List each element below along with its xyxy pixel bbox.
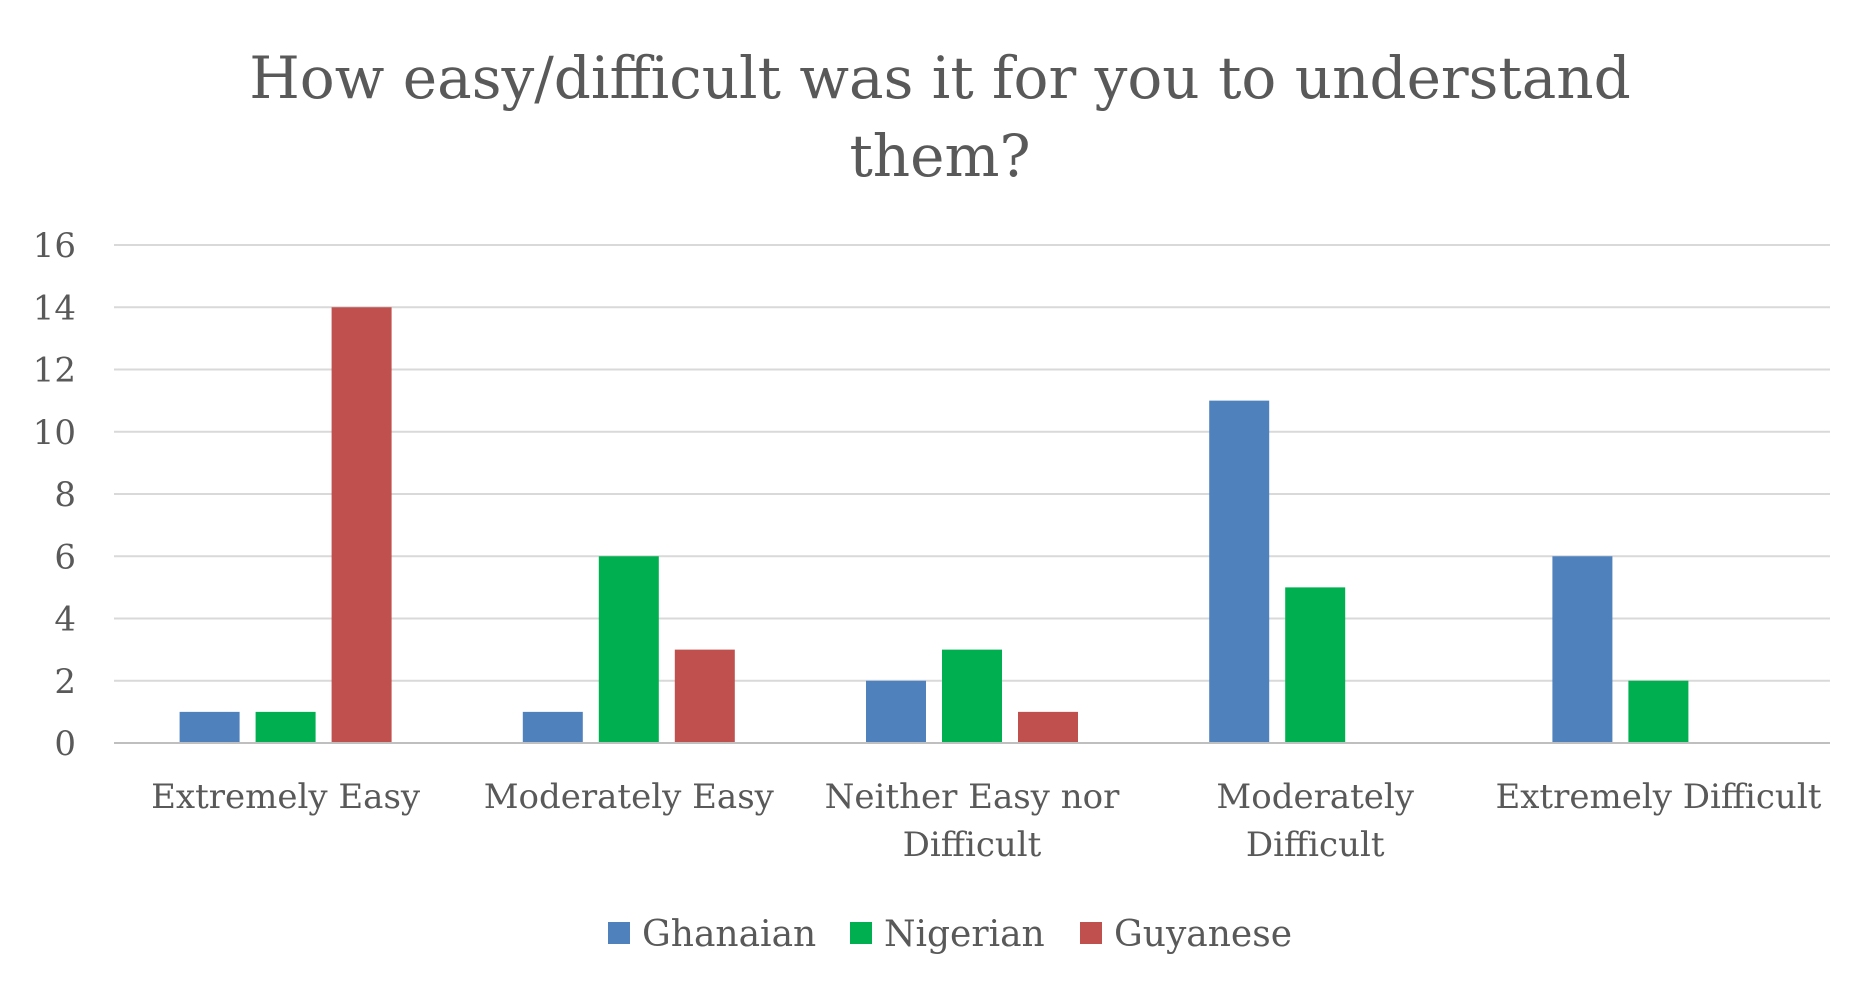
bar-nigerian (598, 556, 659, 743)
legend-swatch (850, 922, 872, 944)
chart-title-line: How easy/difficult was it for you to und… (249, 44, 1631, 112)
chart-title-line: them? (849, 122, 1030, 190)
bar-ghanaian (1552, 556, 1613, 743)
bar-ghanaian (1209, 400, 1270, 743)
legend-label: Nigerian (884, 914, 1045, 955)
y-tick-label: 14 (33, 288, 76, 328)
bar-ghanaian (522, 711, 583, 743)
x-category-label: Moderately (1216, 777, 1414, 817)
legend-swatch (1080, 922, 1102, 944)
x-category-label: Difficult (1246, 825, 1385, 865)
legend: Ghanaian Nigerian Guyanese (608, 914, 1292, 955)
bar-nigerian (942, 649, 1002, 743)
x-category-label: Extremely Easy (151, 777, 421, 817)
legend-label: Guyanese (1114, 914, 1292, 955)
bar-guyanese (1018, 711, 1078, 743)
y-tick-label: 2 (54, 662, 76, 702)
x-category-label: Moderately Easy (484, 777, 775, 817)
bar-guyanese (674, 649, 735, 743)
y-tick-label: 0 (54, 724, 76, 764)
x-category-label: Extremely Difficult (1495, 777, 1821, 817)
y-tick-label: 16 (33, 226, 76, 266)
bar-guyanese (331, 307, 392, 743)
x-category-label: Difficult (903, 825, 1042, 865)
y-tick-label: 4 (54, 600, 76, 640)
bar-ghanaian (179, 711, 240, 743)
y-tick-label: 12 (33, 351, 76, 391)
x-category-label: Neither Easy nor (825, 777, 1120, 817)
y-axis-tick-labels: 0 2 4 6 8 10 12 14 16 (33, 226, 76, 764)
bar-nigerian (1285, 587, 1346, 743)
bar-nigerian (1628, 680, 1689, 743)
y-tick-label: 6 (54, 537, 76, 577)
y-tick-label: 10 (33, 413, 76, 453)
gridlines (114, 244, 1830, 682)
legend-label: Ghanaian (642, 914, 816, 955)
bar-nigerian (255, 711, 316, 743)
chart-title: How easy/difficult was it for you to und… (249, 44, 1631, 190)
legend-swatch (608, 922, 630, 944)
y-tick-label: 8 (54, 475, 76, 515)
bar-ghanaian (866, 680, 926, 743)
bars (179, 307, 1689, 743)
x-axis-category-labels: Extremely Easy Moderately Easy Neither Eas… (151, 777, 1822, 865)
